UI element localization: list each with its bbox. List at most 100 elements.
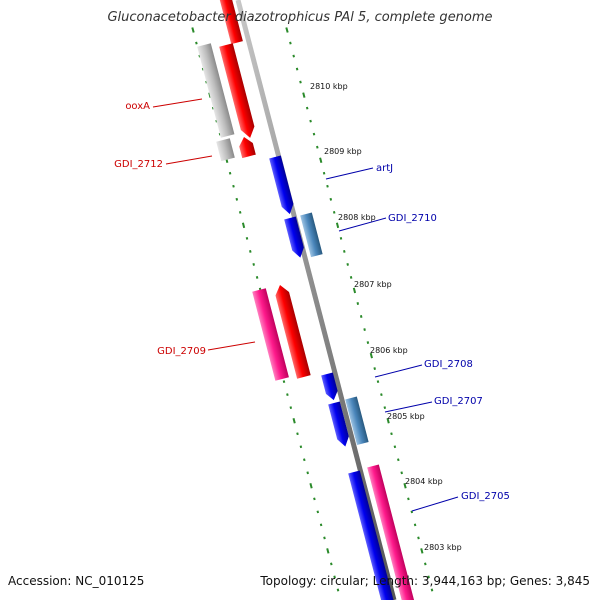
inner-tick xyxy=(255,276,259,279)
inner-tick xyxy=(326,548,330,554)
kbp-label-2806: 2806 kbp xyxy=(370,346,408,355)
inner-tick xyxy=(336,588,340,592)
outer-tick xyxy=(383,406,387,410)
outer-tick xyxy=(397,458,400,462)
inner-tick xyxy=(306,471,309,475)
outer-tick xyxy=(319,157,323,163)
inner-tick xyxy=(316,510,320,514)
inner-tick xyxy=(235,197,239,201)
leader-gdi2705 xyxy=(411,496,459,512)
feature-ooxa-arrow xyxy=(219,43,255,138)
outer-tick xyxy=(359,315,363,318)
outer-tick xyxy=(393,445,397,449)
inner-tick xyxy=(319,523,323,527)
inner-tick xyxy=(191,27,195,33)
kbp-label-2804: 2804 kbp xyxy=(405,477,443,486)
tick-marks-outer xyxy=(285,27,434,592)
inner-tick xyxy=(303,458,306,462)
inner-tick xyxy=(238,210,242,214)
leader-gdi2710 xyxy=(338,217,387,232)
map-title: Gluconacetobacter diazotrophicus PAl 5, … xyxy=(107,10,493,25)
inner-tick xyxy=(299,445,303,449)
outer-tick xyxy=(380,393,383,397)
outer-tick xyxy=(352,287,357,294)
feature-gdi2709-pink xyxy=(252,288,289,381)
label-gdi2708: GDI_2708 xyxy=(424,359,473,370)
outer-tick xyxy=(329,197,333,201)
outer-tick xyxy=(335,222,340,229)
feature-gdi2710-arrow xyxy=(284,216,304,258)
outer-tick xyxy=(356,302,360,305)
inner-tick xyxy=(249,249,252,253)
label-gdi2707: GDI_2707 xyxy=(434,396,483,407)
outer-tick xyxy=(403,483,407,489)
outer-tick xyxy=(346,263,349,266)
outer-tick xyxy=(430,588,434,592)
inner-tick xyxy=(292,417,296,424)
feature-gdi2705-blue xyxy=(348,470,396,600)
inner-tick xyxy=(313,497,316,501)
outer-tick xyxy=(410,510,414,514)
inner-tick xyxy=(286,393,289,397)
outer-tick xyxy=(326,184,329,188)
outer-tick xyxy=(363,328,366,331)
label-gdi2712: GDI_2712 xyxy=(114,159,163,170)
outer-tick xyxy=(339,236,343,240)
feature-gdi2712-gray xyxy=(216,138,235,162)
outer-tick xyxy=(332,210,336,214)
feature-gdi2712-arrow xyxy=(239,137,256,159)
outer-tick xyxy=(289,41,292,45)
kbp-label-2803: 2803 kbp xyxy=(424,543,462,552)
kbp-label-2810: 2810 kbp xyxy=(310,82,348,91)
outer-tick xyxy=(386,417,390,424)
outer-tick xyxy=(366,341,370,344)
feature-top-red xyxy=(217,0,243,45)
outer-tick xyxy=(427,575,430,579)
outer-tick xyxy=(424,562,427,566)
inner-tick xyxy=(245,236,249,240)
label-gdi2709: GDI_2709 xyxy=(157,346,206,357)
outer-tick xyxy=(373,367,376,371)
outer-tick xyxy=(390,432,393,436)
outer-tick xyxy=(302,92,306,98)
leader-gdi2712 xyxy=(165,155,213,165)
inner-tick xyxy=(323,536,326,540)
inner-tick xyxy=(252,263,255,266)
outer-tick xyxy=(343,249,346,253)
kbp-label-2807: 2807 kbp xyxy=(354,280,392,289)
topology-text: Topology: circular; Length: 3,944,163 bp… xyxy=(260,574,590,588)
genome-backbone xyxy=(235,0,397,600)
label-gdi2705: GDI_2705 xyxy=(461,491,510,502)
feature-ooxa-gray xyxy=(197,43,235,138)
outer-tick xyxy=(295,67,299,71)
inner-tick xyxy=(333,575,336,579)
outer-tick xyxy=(285,27,289,33)
kbp-label-2809: 2809 kbp xyxy=(324,147,362,156)
outer-tick xyxy=(312,132,316,136)
leader-ooxa xyxy=(152,98,203,108)
outer-tick xyxy=(316,145,319,149)
kbp-label-2808: 2808 kbp xyxy=(338,213,376,222)
inner-tick xyxy=(282,380,286,384)
outer-tick xyxy=(413,523,417,527)
accession-text: Accession: NC_010125 xyxy=(8,574,145,588)
leader-gdi2708 xyxy=(374,364,423,378)
feature-artj-arrow xyxy=(269,155,294,215)
inner-tick xyxy=(232,184,235,188)
feature-gdi2708-arrow xyxy=(321,372,338,401)
feature-gdi2705-pink xyxy=(367,464,416,600)
leader-artj xyxy=(325,167,374,180)
feature-gdi2707-steel xyxy=(345,396,369,445)
outer-tick xyxy=(292,54,295,58)
inner-tick xyxy=(195,41,198,45)
outer-tick xyxy=(407,497,410,501)
feature-gdi2707-arrow xyxy=(328,401,349,447)
outer-tick xyxy=(322,171,326,175)
inner-tick xyxy=(296,432,299,436)
feature-gdi2710-steel xyxy=(300,212,323,258)
leader-gdi2707 xyxy=(384,401,433,413)
inner-tick xyxy=(228,171,232,175)
inner-tick xyxy=(330,562,333,566)
outer-tick xyxy=(420,548,424,554)
